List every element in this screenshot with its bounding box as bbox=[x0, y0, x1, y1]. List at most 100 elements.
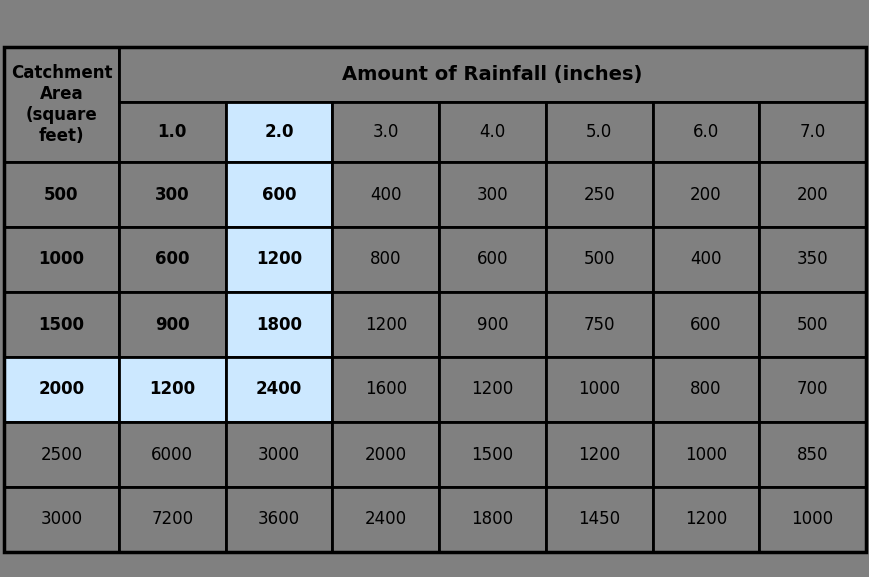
Bar bbox=[4, 47, 865, 552]
Bar bbox=[759, 227, 865, 292]
Bar bbox=[225, 487, 332, 552]
Text: Amount of Rainfall (inches): Amount of Rainfall (inches) bbox=[342, 65, 642, 84]
Text: 2000: 2000 bbox=[364, 445, 407, 463]
Text: 800: 800 bbox=[369, 250, 401, 268]
Text: 300: 300 bbox=[155, 185, 189, 204]
Bar bbox=[759, 102, 865, 162]
Text: 900: 900 bbox=[155, 316, 189, 334]
Bar bbox=[759, 487, 865, 552]
Bar bbox=[225, 102, 332, 162]
Bar bbox=[119, 357, 225, 422]
Text: 750: 750 bbox=[583, 316, 614, 334]
Text: 250: 250 bbox=[583, 185, 614, 204]
Bar bbox=[439, 292, 545, 357]
Bar bbox=[439, 357, 545, 422]
Bar bbox=[439, 422, 545, 487]
Bar bbox=[545, 357, 652, 422]
Text: 2400: 2400 bbox=[364, 511, 407, 529]
Bar bbox=[545, 227, 652, 292]
Bar bbox=[332, 162, 439, 227]
Text: 500: 500 bbox=[583, 250, 614, 268]
Text: 900: 900 bbox=[476, 316, 507, 334]
Bar bbox=[652, 487, 759, 552]
Bar bbox=[652, 162, 759, 227]
Text: 2400: 2400 bbox=[255, 380, 302, 399]
Text: 1800: 1800 bbox=[255, 316, 302, 334]
Text: 2.0: 2.0 bbox=[264, 123, 294, 141]
Text: 200: 200 bbox=[796, 185, 827, 204]
Text: 1200: 1200 bbox=[255, 250, 302, 268]
Text: 200: 200 bbox=[689, 185, 721, 204]
Bar bbox=[4, 162, 119, 227]
Text: 1500: 1500 bbox=[38, 316, 84, 334]
Bar bbox=[4, 47, 119, 162]
Bar bbox=[225, 227, 332, 292]
Bar bbox=[4, 357, 119, 422]
Text: 6.0: 6.0 bbox=[692, 123, 718, 141]
Bar bbox=[119, 47, 865, 102]
Bar bbox=[332, 292, 439, 357]
Bar bbox=[439, 102, 545, 162]
Text: 350: 350 bbox=[796, 250, 827, 268]
Bar bbox=[332, 487, 439, 552]
Bar bbox=[545, 162, 652, 227]
Bar bbox=[119, 292, 225, 357]
Bar bbox=[652, 422, 759, 487]
Text: 300: 300 bbox=[476, 185, 507, 204]
Bar bbox=[545, 102, 652, 162]
Text: Catchment
Area
(square
feet): Catchment Area (square feet) bbox=[10, 64, 112, 145]
Text: 400: 400 bbox=[369, 185, 401, 204]
Bar bbox=[225, 357, 332, 422]
Text: 1.0: 1.0 bbox=[157, 123, 187, 141]
Text: 2000: 2000 bbox=[38, 380, 84, 399]
Text: 1000: 1000 bbox=[684, 445, 726, 463]
Text: 3000: 3000 bbox=[40, 511, 83, 529]
Text: 600: 600 bbox=[262, 185, 296, 204]
Bar bbox=[332, 227, 439, 292]
Text: 1000: 1000 bbox=[578, 380, 620, 399]
Text: 1500: 1500 bbox=[471, 445, 513, 463]
Text: 7.0: 7.0 bbox=[799, 123, 825, 141]
Text: 700: 700 bbox=[796, 380, 827, 399]
Bar bbox=[759, 422, 865, 487]
Text: 1200: 1200 bbox=[684, 511, 726, 529]
Bar bbox=[759, 162, 865, 227]
Text: 1200: 1200 bbox=[577, 445, 620, 463]
Bar bbox=[652, 357, 759, 422]
Bar bbox=[225, 162, 332, 227]
Text: 800: 800 bbox=[689, 380, 721, 399]
Text: 600: 600 bbox=[155, 250, 189, 268]
Bar bbox=[332, 357, 439, 422]
Text: 500: 500 bbox=[44, 185, 79, 204]
Text: 3000: 3000 bbox=[258, 445, 300, 463]
Bar bbox=[332, 102, 439, 162]
Text: 1000: 1000 bbox=[38, 250, 84, 268]
Bar bbox=[759, 292, 865, 357]
Bar bbox=[119, 227, 225, 292]
Bar bbox=[119, 162, 225, 227]
Bar bbox=[225, 422, 332, 487]
Bar bbox=[4, 292, 119, 357]
Bar bbox=[119, 422, 225, 487]
Text: 1450: 1450 bbox=[578, 511, 620, 529]
Text: 600: 600 bbox=[476, 250, 507, 268]
Bar bbox=[439, 227, 545, 292]
Bar bbox=[119, 102, 225, 162]
Bar bbox=[545, 422, 652, 487]
Text: 1600: 1600 bbox=[364, 380, 407, 399]
Bar bbox=[332, 422, 439, 487]
Text: 2500: 2500 bbox=[40, 445, 83, 463]
Text: 5.0: 5.0 bbox=[586, 123, 612, 141]
Bar bbox=[4, 487, 119, 552]
Text: 400: 400 bbox=[689, 250, 721, 268]
Bar bbox=[545, 487, 652, 552]
Bar bbox=[225, 292, 332, 357]
Text: 600: 600 bbox=[689, 316, 721, 334]
Text: 1200: 1200 bbox=[149, 380, 196, 399]
Bar bbox=[545, 292, 652, 357]
Bar bbox=[439, 487, 545, 552]
Bar bbox=[119, 487, 225, 552]
Bar bbox=[4, 227, 119, 292]
Text: 3600: 3600 bbox=[258, 511, 300, 529]
Text: 850: 850 bbox=[796, 445, 827, 463]
